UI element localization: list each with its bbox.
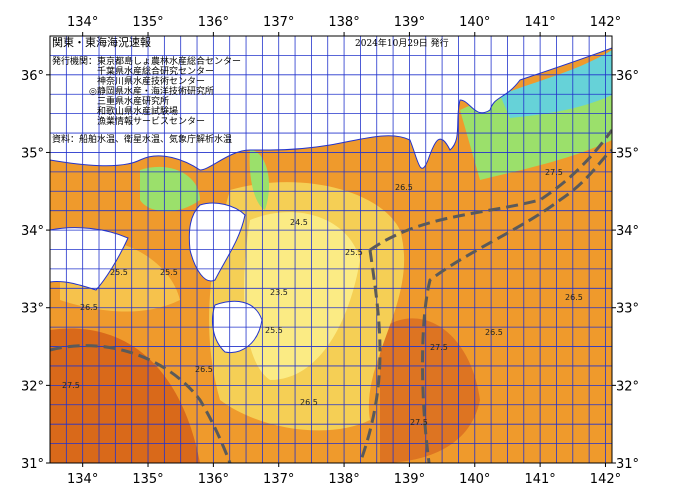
lat-label: 31°	[21, 457, 44, 472]
contour-label: 27.5	[410, 418, 428, 427]
lon-label: 140°	[459, 472, 490, 487]
sea-hot	[380, 318, 480, 463]
current-line	[369, 129, 612, 252]
agency: 和歌山県水産試験場	[97, 105, 178, 117]
sea-cold	[140, 166, 200, 212]
lat-label: 31°	[616, 457, 639, 472]
title: 関東・東海海況速報	[52, 35, 151, 49]
contour-label: 23.5	[270, 288, 288, 297]
contour-label: 26.5	[195, 365, 213, 374]
current-line	[50, 344, 232, 463]
contour-label: 26.5	[565, 293, 583, 302]
lon-label: 134°	[67, 472, 98, 487]
contour-label: 25.5	[265, 326, 283, 335]
agency: 東京都島しょ農林水産総合センター	[97, 55, 241, 67]
source: 資料：船舶水温、衛星水温、気象庁解析水温	[52, 133, 232, 145]
lon-label: 142°	[590, 472, 621, 487]
lat-label: 35°	[616, 146, 639, 161]
contour-label: 26.5	[300, 398, 318, 407]
lat-label: 33°	[21, 302, 44, 317]
lat-label: 36°	[616, 69, 639, 84]
sea-temperature: 25.5 26.5 27.5 24.5 23.5 25.5 26.5 26.5 …	[50, 36, 612, 463]
lon-label: 138°	[328, 15, 359, 30]
contour-label: 24.5	[290, 218, 308, 227]
agency: 千葉県水産総合研究センター	[97, 65, 214, 77]
contour-label: 27.5	[545, 168, 563, 177]
lon-label: 135°	[132, 472, 163, 487]
date: 2024年10月29日 発行	[355, 37, 449, 49]
lon-label: 134°	[67, 15, 98, 30]
lon-label: 137°	[263, 472, 294, 487]
lat-label: 32°	[616, 379, 639, 394]
agency: 漁業情報サービスセンター	[97, 115, 205, 127]
lat-label: 34°	[21, 224, 44, 239]
lon-label: 137°	[263, 15, 294, 30]
lon-label: 141°	[524, 15, 555, 30]
contour-label: 27.5	[62, 381, 80, 390]
land	[50, 227, 129, 291]
grid	[50, 36, 612, 463]
lat-label: 33°	[616, 302, 639, 317]
contour-label: 26.5	[485, 328, 503, 337]
lat-label: 35°	[21, 146, 44, 161]
contour-label: 27.5	[430, 343, 448, 352]
agencies-label: 発行機関：	[52, 55, 97, 67]
lon-label: 139°	[394, 472, 425, 487]
legend-box	[50, 36, 210, 146]
contour-label: 25.5	[345, 248, 363, 257]
lon-label: 142°	[590, 15, 621, 30]
current-line	[421, 148, 612, 463]
lon-label: 138°	[328, 472, 359, 487]
lon-label: 141°	[524, 472, 555, 487]
current-lines	[50, 129, 612, 463]
frame	[49, 35, 613, 464]
agency: 三重県水産研究所	[97, 95, 169, 107]
lat-label: 32°	[21, 379, 44, 394]
sea-colder	[500, 50, 612, 118]
contour-label: 26.5	[395, 183, 413, 192]
lon-label: 135°	[132, 15, 163, 30]
sea-cold	[249, 150, 270, 210]
lon-label: 136°	[198, 15, 229, 30]
sea-hot	[50, 328, 200, 463]
contour-label: 25.5	[160, 268, 178, 277]
contour-label: 26.5	[80, 303, 98, 312]
lon-label: 140°	[459, 15, 490, 30]
sea-cool	[244, 212, 360, 380]
current-line	[358, 249, 382, 463]
agency: 神奈川県水産技術センター	[97, 75, 205, 87]
lon-label: 136°	[198, 472, 229, 487]
lat-label: 34°	[616, 224, 639, 239]
lon-label: 139°	[394, 15, 425, 30]
land	[188, 202, 246, 282]
lat-label: 36°	[21, 69, 44, 84]
agency: ◎静岡県水産・海洋技術研究所	[89, 85, 214, 97]
contour-label: 25.5	[110, 268, 128, 277]
